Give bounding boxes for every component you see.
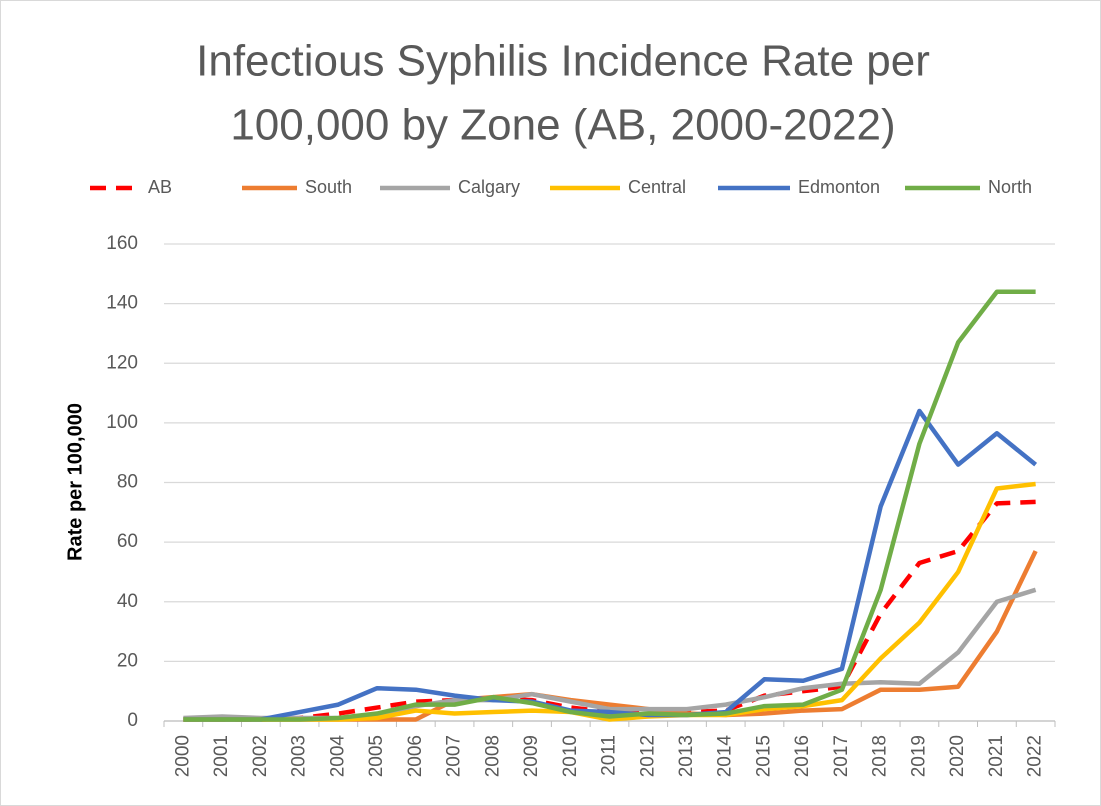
x-tick-label: 2018: [870, 735, 891, 777]
series-line: [183, 289, 1036, 722]
x-tick-label: 2002: [250, 735, 271, 777]
x-tick-label: 2016: [792, 735, 813, 777]
series-line: [183, 408, 1038, 722]
x-tick-label: 2011: [599, 735, 620, 776]
legend-label: Edmonton: [798, 177, 880, 197]
x-tick-label: 2000: [172, 735, 193, 777]
legend-label: AB: [148, 177, 172, 197]
x-tick-label: 2022: [1025, 735, 1046, 777]
x-tick-label: 2005: [366, 735, 387, 777]
x-tick-label: 2006: [405, 735, 426, 777]
y-tick-label: 60: [117, 531, 138, 552]
y-tick-label: 40: [117, 591, 138, 612]
x-tick-label: 2014: [715, 735, 736, 778]
y-tick-label: 140: [106, 293, 138, 314]
y-tick-label: 160: [106, 233, 138, 254]
x-tick-label: 2010: [560, 735, 581, 777]
legend-label: South: [305, 177, 352, 197]
legend-label: Calgary: [458, 177, 520, 197]
y-tick-label: 120: [106, 352, 138, 373]
x-tick-label: 2004: [327, 735, 348, 778]
x-tick-label: 2020: [947, 735, 968, 777]
x-tick-label: 2017: [831, 735, 852, 777]
x-tick-label: 2008: [482, 735, 503, 777]
x-tick-label: 2003: [289, 735, 310, 777]
x-tick-label: 2012: [637, 735, 658, 777]
x-tick-label: 2021: [986, 735, 1007, 777]
y-tick-label: 20: [117, 650, 138, 671]
x-tick-label: 2001: [211, 735, 232, 777]
x-tick-label: 2009: [521, 735, 542, 777]
y-axis-label: Rate per 100,000: [64, 403, 86, 561]
x-tick-label: 2019: [908, 735, 929, 777]
x-tick-label: 2015: [753, 735, 774, 777]
y-tick-label: 0: [127, 710, 138, 731]
y-tick-label: 100: [106, 412, 138, 433]
x-tick-label: 2007: [444, 735, 465, 777]
y-tick-label: 80: [117, 472, 138, 493]
legend-label: Central: [628, 177, 686, 197]
legend-label: North: [988, 177, 1032, 197]
x-tick-label: 2013: [676, 735, 697, 777]
chart-title: Infectious Syphilis Incidence Rate per: [196, 37, 930, 86]
chart-title: 100,000 by Zone (AB, 2000-2022): [230, 101, 895, 150]
